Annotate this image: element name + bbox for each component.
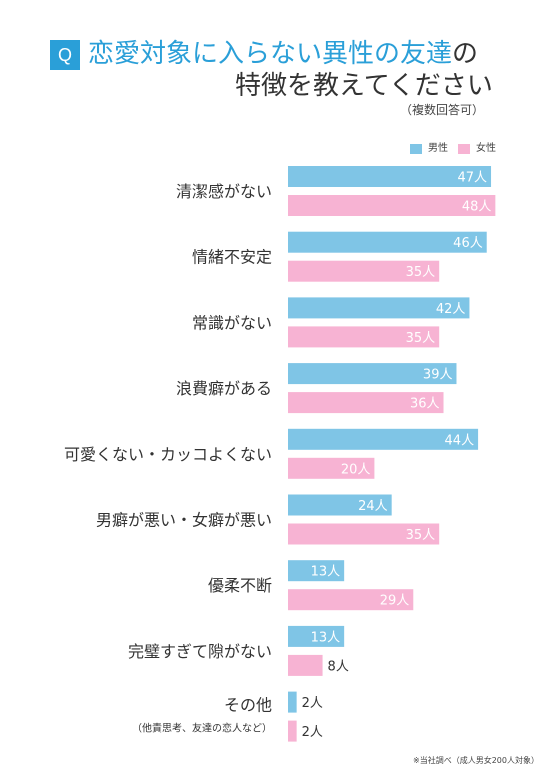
bar-female: [288, 457, 375, 479]
bar-male: [288, 297, 470, 319]
bar-male: [288, 363, 457, 385]
value-label-male: 42人: [436, 302, 466, 317]
bar-female: [288, 720, 297, 742]
value-label-male: 44人: [445, 433, 475, 448]
category-label: 優柔不断: [208, 576, 272, 595]
category-label: 情緒不安定: [192, 248, 272, 267]
title-highlight: 恋愛対象に入らない異性の友達: [88, 39, 453, 69]
bar-female: [288, 195, 496, 216]
bar-male: [288, 625, 345, 647]
title-note: （複数回答可）: [400, 103, 485, 117]
value-label-male: 39人: [423, 368, 453, 383]
category-note: （他責思考、友達の恋人など）: [132, 722, 272, 735]
value-label-female: 29人: [380, 594, 410, 609]
category-label: 浪費癖がある: [176, 379, 272, 398]
legend-label-female: 女性: [476, 143, 496, 154]
value-label-female: 35人: [406, 528, 436, 543]
legend-label-male: 男性: [428, 143, 448, 154]
chart-title-line2: 特徴を教えてください: [235, 71, 493, 101]
bar-female: [288, 260, 440, 282]
bar-female: [288, 392, 444, 414]
category-label: 可愛くない・カッコよくない: [64, 445, 272, 464]
value-label-female: 35人: [406, 265, 436, 280]
bar-male: [288, 560, 345, 582]
category-label: その他: [224, 696, 272, 715]
value-label-male: 46人: [453, 236, 483, 251]
value-label-male: 13人: [311, 630, 341, 645]
value-label-female: 48人: [462, 200, 492, 215]
chart-title-line1: 恋愛対象に入らない異性の友達の: [88, 36, 478, 72]
value-label-female: 20人: [341, 462, 371, 477]
bar-female: [288, 589, 414, 611]
footnote: ※当社調べ（成人男女200人対象）: [413, 756, 536, 765]
value-label-female: 35人: [406, 331, 436, 346]
value-label-female: 8人: [328, 659, 349, 674]
value-label-male: 13人: [311, 565, 341, 580]
chart-header: Q 恋愛対象に入らない異性の友達の 特徴を教えてください （複数回答可）: [0, 0, 536, 130]
legend-swatch-male: [410, 144, 422, 154]
bar-male: [288, 231, 487, 253]
bar-male: [288, 166, 492, 187]
bar-male: [288, 494, 392, 516]
bar-female: [288, 654, 323, 676]
bar-male: [288, 428, 479, 450]
value-label-male: 2人: [302, 696, 323, 711]
title-particle: の: [452, 39, 479, 69]
category-label: 常識がない: [192, 313, 272, 332]
category-label: 男癖が悪い・女癖が悪い: [96, 511, 272, 530]
value-label-male: 47人: [457, 171, 487, 186]
question-badge: Q: [50, 40, 80, 70]
category-label: 清潔感がない: [176, 182, 272, 201]
value-label-female: 2人: [302, 725, 323, 740]
legend-swatch-female: [458, 144, 470, 154]
bar-male: [288, 691, 297, 713]
category-label: 完璧すぎて隙がない: [128, 642, 272, 661]
bar-female: [288, 523, 440, 545]
bar-female: [288, 326, 440, 348]
value-label-male: 24人: [358, 499, 388, 514]
value-label-female: 36人: [410, 397, 440, 412]
